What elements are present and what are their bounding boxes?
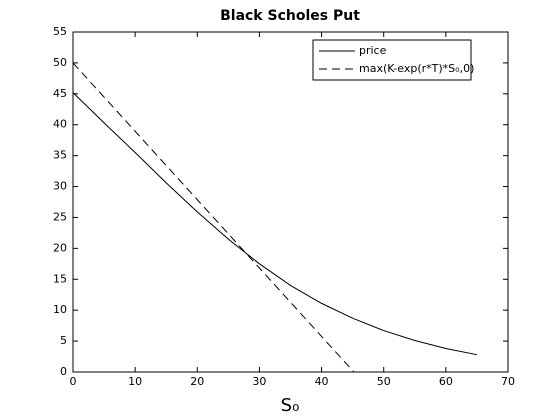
y-tick-label: 40 [53, 118, 67, 131]
x-tick-label: 50 [377, 375, 391, 388]
legend-box [312, 39, 472, 81]
series-line [72, 62, 477, 373]
chart-title: Black Scholes Put [220, 8, 360, 24]
x-tick-label: 40 [315, 375, 329, 388]
y-tick-label: 55 [53, 25, 67, 38]
y-tick-label: 10 [53, 303, 67, 316]
x-tick-label: 70 [501, 375, 515, 388]
x-tick-label: 0 [70, 375, 77, 388]
plot-area [72, 31, 509, 373]
y-tick-label: 20 [53, 241, 67, 254]
y-tick-label: 30 [53, 180, 67, 193]
y-tick-label: 35 [53, 149, 67, 162]
y-tick-label: 45 [53, 87, 67, 100]
x-tick-label: 60 [439, 375, 453, 388]
x-tick-label: 20 [190, 375, 204, 388]
x-tick-label: 30 [252, 375, 266, 388]
y-tick-label: 50 [53, 56, 67, 69]
y-tick-label: 5 [60, 334, 67, 347]
x-axis-label: S₀ [281, 395, 300, 416]
y-tick-label: 0 [60, 365, 67, 378]
legend-label: max(K-exp(r*T)*S₀,0) [359, 62, 474, 75]
legend-label: price [359, 44, 387, 57]
y-tick-label: 25 [53, 210, 67, 223]
series-line [72, 92, 478, 356]
y-tick-label: 15 [53, 272, 67, 285]
x-tick-label: 10 [128, 375, 142, 388]
